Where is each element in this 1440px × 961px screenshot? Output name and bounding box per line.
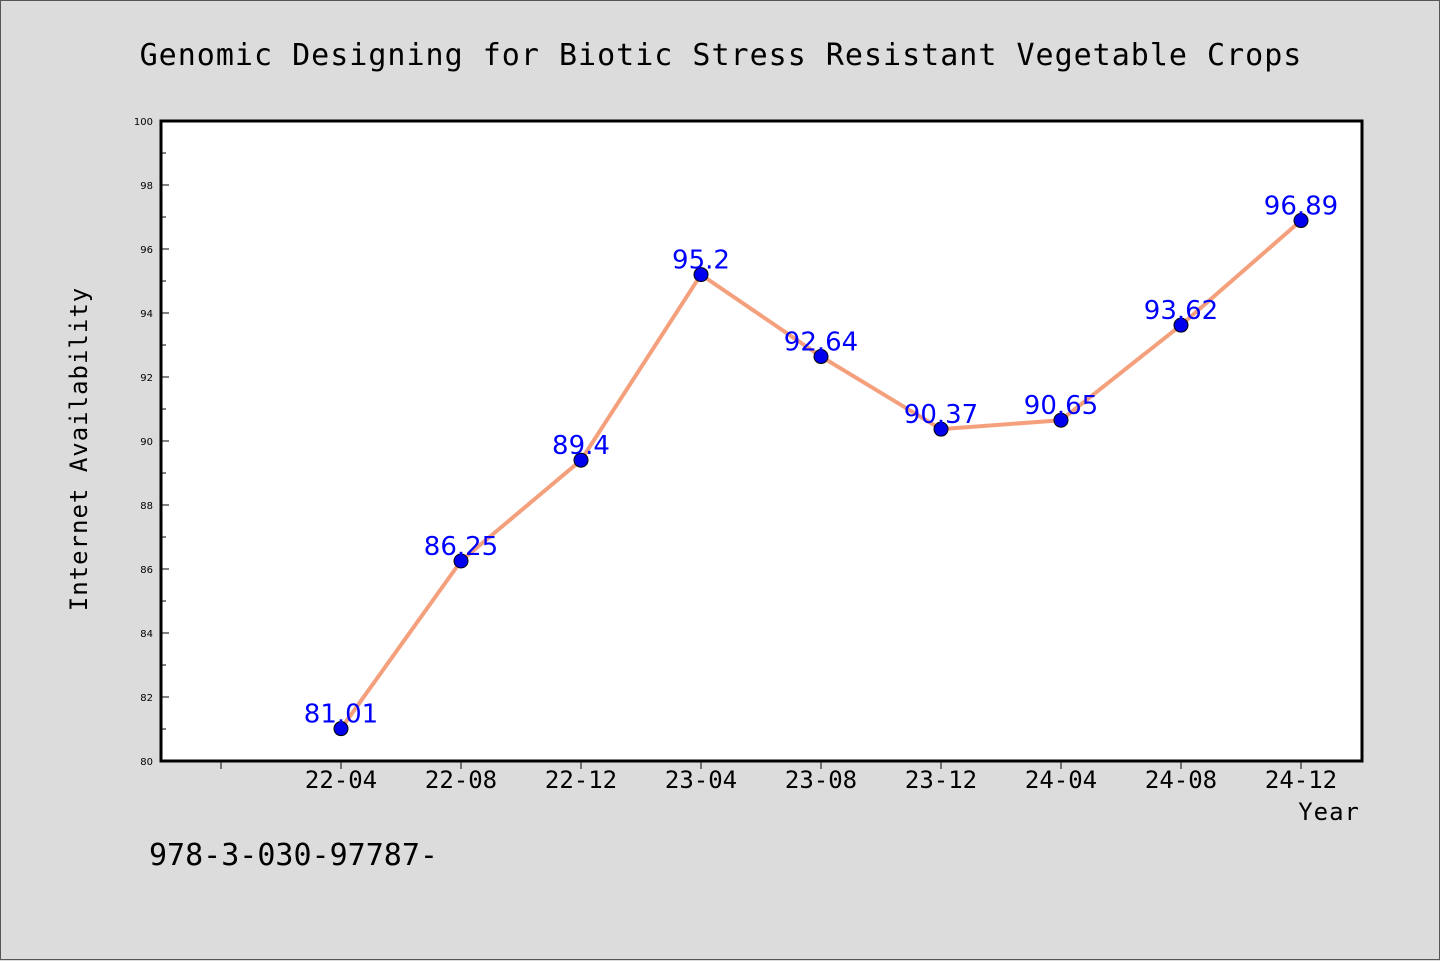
data-label: 81.01 [304, 700, 378, 730]
data-label: 90.65 [1024, 391, 1098, 421]
x-tick-label: 24-12 [1265, 766, 1337, 794]
y-tick-label: 80 [140, 757, 153, 768]
isbn-footer-text: 978-3-030-97787- [149, 838, 438, 873]
data-label: 90.37 [904, 400, 978, 430]
data-label: 95.2 [672, 246, 730, 276]
y-axis: 80 82 84 86 88 90 92 94 96 98 100 [134, 117, 169, 768]
x-tick-label: 24-04 [1025, 766, 1097, 794]
y-tick-label: 98 [140, 181, 153, 192]
x-tick-label: 22-08 [425, 766, 497, 794]
x-tick-label: 23-04 [665, 766, 737, 794]
x-axis-label: Year [1298, 798, 1360, 826]
data-point [1053, 412, 1069, 428]
y-tick-label: 92 [140, 373, 153, 384]
data-label: 89.4 [552, 431, 610, 461]
x-tick-label: 23-08 [785, 766, 857, 794]
data-point [1293, 213, 1309, 229]
data-label: 86.25 [424, 532, 498, 562]
x-axis: 22-04 22-08 22-12 23-04 23-08 23-12 24-04 24-08… [220, 761, 1337, 794]
y-tick-label: 94 [140, 309, 153, 320]
x-tick-label: 23-12 [905, 766, 977, 794]
x-tick-label: 22-04 [305, 766, 377, 794]
data-point [933, 421, 949, 437]
x-tick-label: 24-08 [1145, 766, 1217, 794]
y-tick-label: 82 [140, 693, 153, 704]
data-point [1173, 317, 1189, 333]
x-tick-label: 22-12 [545, 766, 617, 794]
y-tick-label: 84 [140, 629, 153, 640]
series-layer: 81.01 86.25 89.4 95.2 92.64 90.37 90.65 93.62 96… [304, 192, 1338, 737]
y-axis-label: Internet Availability [65, 287, 93, 611]
data-label: 92.64 [784, 328, 858, 358]
data-point [453, 553, 469, 569]
y-tick-label: 96 [140, 245, 153, 256]
data-point [693, 267, 709, 283]
data-point [573, 452, 589, 468]
data-label: 96.89 [1264, 192, 1338, 222]
chart-title: Genomic Designing for Biotic Stress Resi… [140, 38, 1303, 73]
plot-area [159, 119, 1364, 763]
data-point [813, 349, 829, 365]
data-point [333, 721, 349, 737]
y-tick-label: 100 [134, 117, 153, 128]
y-tick-label: 88 [140, 501, 153, 512]
data-label: 93.62 [1144, 296, 1218, 326]
y-tick-label: 86 [140, 565, 153, 576]
y-tick-label: 90 [140, 437, 153, 448]
